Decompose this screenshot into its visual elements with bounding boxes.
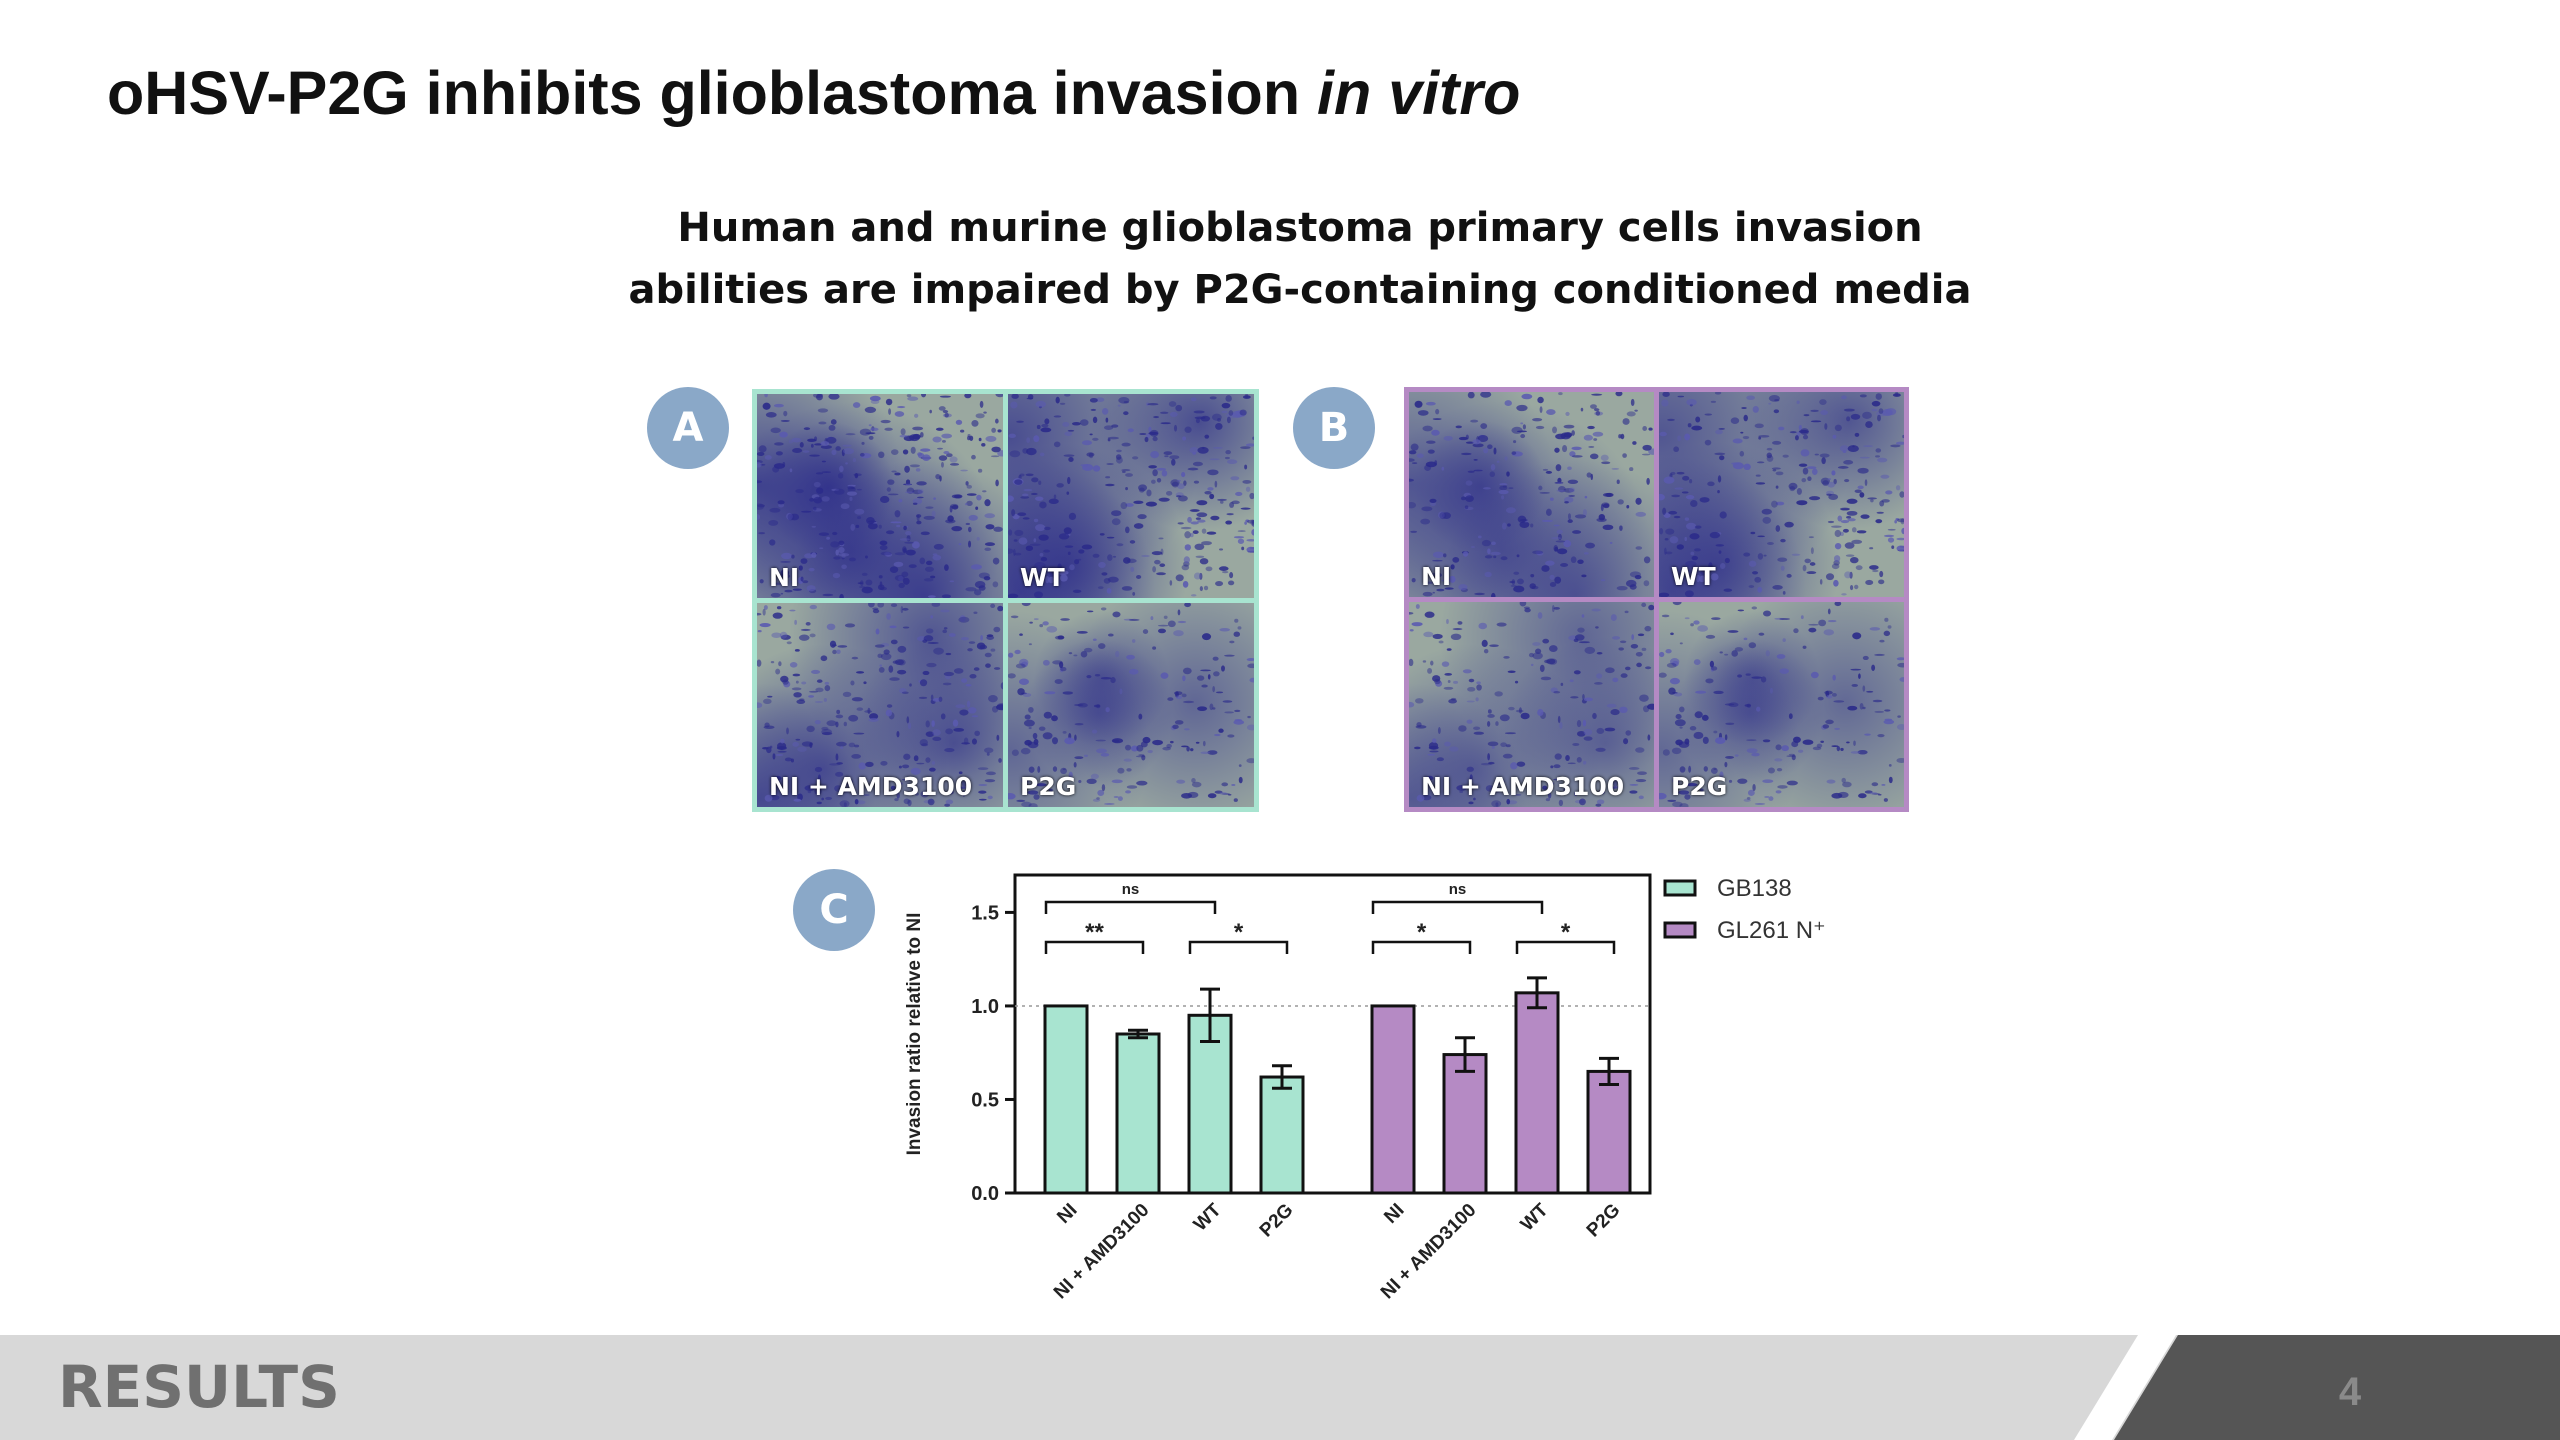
panel-a-badge: A [647,387,729,469]
bar-gb138 [1115,1032,1161,1195]
significance-label: ns [1449,881,1467,898]
panel-a-micrograph: NI + AMD3100 [757,603,1003,807]
panel-a-micrograph-label: WT [1020,563,1065,592]
panel-a-micrograph: NI [757,394,1003,598]
panel-b-cell-texture [1409,602,1654,807]
panel-a-micrographs: NI WT NI + AMD3100 P2G [752,389,1259,812]
page-number: 4 [2338,1370,2362,1414]
footer-divider-stripe [2074,1335,2176,1440]
significance-label: * [1561,919,1571,946]
panel-a-cell-texture [757,394,1003,598]
slide-title: oHSV-P2G inhibits glioblastoma invasion … [107,58,1520,128]
x-tick-label: NI [1380,1200,1408,1228]
significance-bracket [1371,900,1544,914]
y-tick-label: 0.5 [971,1089,999,1111]
significance-bracket [1044,900,1217,914]
panel-a-micrograph: P2G [1008,603,1254,807]
panel-b-cell-texture [1409,392,1654,597]
panel-b-micrograph: NI + AMD3100 [1409,602,1654,807]
significance-bracket [1188,940,1289,954]
y-tick-label: 1.0 [971,996,999,1018]
panel-a-cell-texture [1008,603,1254,807]
panel-a-micrograph-label: P2G [1020,772,1077,801]
significance-label: ** [1085,919,1104,946]
panel-b-micrographs: NI WT NI + AMD3100 P2G [1404,387,1909,812]
panel-b-micrograph: P2G [1659,602,1904,807]
invasion-bar-chart: 0.0 0.5 1.0 1.5 Invasion ratio relative to N… [904,873,1826,1303]
footer-dark-tab [2114,1335,2560,1440]
bar-gb138 [1043,1004,1089,1195]
footer-section-label: RESULTS [58,1353,340,1421]
panel-a-cell-texture [1008,394,1254,598]
panel-b-cell-texture [1659,392,1904,597]
legend-swatch-gb138 [1663,879,1697,897]
panel-b-micrograph: NI [1409,392,1654,597]
significance-bracket [1371,940,1472,954]
x-tick-label: P2G [1583,1200,1625,1242]
panel-a-micrograph-label: NI + AMD3100 [769,772,973,801]
significance-label: * [1234,919,1244,946]
slide-subtitle: Human and murine glioblastoma primary ce… [0,197,2560,321]
subtitle-line-1: Human and murine glioblastoma primary ce… [677,205,1923,251]
panel-c-badge: C [793,869,875,951]
panel-b-micrograph-label: NI + AMD3100 [1421,772,1625,801]
x-tick-label: P2G [1256,1200,1298,1242]
bar-gl261 [1586,1069,1632,1195]
plot-frame [1013,873,1652,1195]
footer-page-tab [2074,1335,2560,1440]
panel-a-cell-texture [757,603,1003,807]
bar-gb138 [1259,1075,1305,1195]
panel-b-micrograph-label: NI [1421,562,1452,591]
panel-a-micrograph-label: NI [769,563,800,592]
significance-label: * [1417,919,1427,946]
panel-b-micrograph: WT [1659,392,1904,597]
y-tick-label: 0.0 [971,1183,999,1205]
significance-bracket [1044,940,1145,954]
title-italic-text: in vitro [1317,59,1521,127]
legend-label-gb138: GB138 [1717,875,1792,902]
significance-label: ns [1122,881,1140,898]
y-tick-label: 1.5 [971,902,999,924]
y-axis-label: Invasion ratio relative to NI [904,913,925,1156]
legend-label-gl261: GL261 N⁺ [1717,917,1826,944]
title-main-text: oHSV-P2G inhibits glioblastoma invasion [107,59,1318,127]
subtitle-line-2: abilities are impaired by P2G-containing… [628,267,1972,313]
panel-b-micrograph-label: P2G [1671,772,1728,801]
significance-bracket [1515,940,1616,954]
panel-b-micrograph-label: WT [1671,562,1716,591]
panel-a-micrograph: WT [1008,394,1254,598]
bar-gl261 [1514,991,1560,1195]
x-tick-label: NI [1053,1200,1081,1228]
x-tick-label: WT [1190,1199,1226,1235]
x-tick-label: WT [1517,1199,1553,1235]
panel-b-cell-texture [1659,602,1904,807]
legend-swatch-gl261 [1663,921,1697,939]
panel-b-badge: B [1293,387,1375,469]
bar-gl261 [1370,1004,1416,1195]
bar-gl261 [1442,1053,1488,1195]
